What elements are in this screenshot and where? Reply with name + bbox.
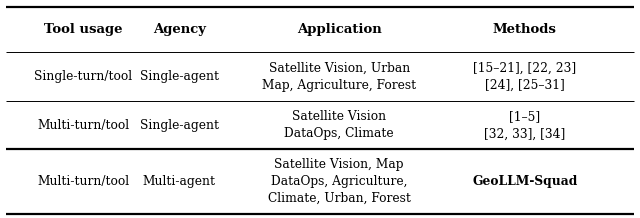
Text: [1–5]
[32, 33], [34]: [1–5] [32, 33], [34] (484, 110, 565, 140)
Text: GeoLLM-Squad: GeoLLM-Squad (472, 175, 577, 188)
Text: Satellite Vision, Map
DataOps, Agriculture,
Climate, Urban, Forest: Satellite Vision, Map DataOps, Agricultu… (268, 158, 411, 205)
Text: Single-agent: Single-agent (140, 70, 219, 83)
Text: Tool usage: Tool usage (44, 23, 122, 36)
Text: Methods: Methods (493, 23, 557, 36)
Text: Application: Application (297, 23, 381, 36)
Text: Single-agent: Single-agent (140, 119, 219, 132)
Text: Multi-turn/tool: Multi-turn/tool (37, 119, 129, 132)
Text: Single-turn/tool: Single-turn/tool (34, 70, 132, 83)
Text: Satellite Vision
DataOps, Climate: Satellite Vision DataOps, Climate (284, 110, 394, 140)
Text: Agency: Agency (153, 23, 205, 36)
Text: Multi-turn/tool: Multi-turn/tool (37, 175, 129, 188)
Text: Multi-agent: Multi-agent (143, 175, 216, 188)
Text: [15–21], [22, 23]
[24], [25–31]: [15–21], [22, 23] [24], [25–31] (473, 62, 577, 92)
Text: Satellite Vision, Urban
Map, Agriculture, Forest: Satellite Vision, Urban Map, Agriculture… (262, 62, 416, 92)
